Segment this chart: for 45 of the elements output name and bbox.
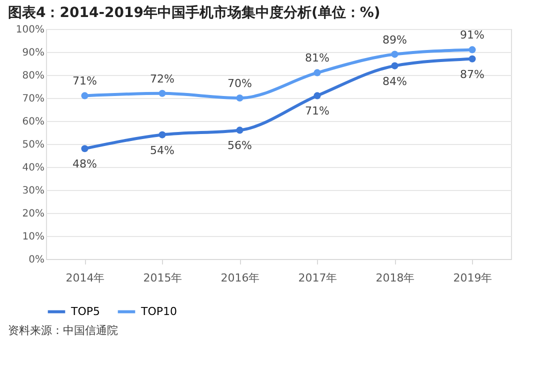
data-label: 70% xyxy=(228,77,252,90)
point xyxy=(158,90,166,97)
data-label: 81% xyxy=(305,52,330,65)
data-label: 89% xyxy=(382,33,407,46)
y-tick-label: 0% xyxy=(28,254,44,266)
y-tick-label: 50% xyxy=(22,140,44,150)
data-label: 71% xyxy=(305,104,330,118)
x-tick-label: 2017年 xyxy=(298,272,338,284)
y-tick-label: 80% xyxy=(22,70,44,82)
y-tick-label: 90% xyxy=(22,48,44,58)
y-tick-label: 100% xyxy=(16,24,44,36)
data-label: 84% xyxy=(382,74,407,88)
legend-label: TOP10 xyxy=(140,304,178,318)
legend-label: TOP5 xyxy=(70,304,100,318)
data-label: 71% xyxy=(72,74,97,88)
x-tick-label: 2016年 xyxy=(220,272,260,284)
y-tick-label: 40% xyxy=(22,162,44,174)
data-label: 54% xyxy=(150,144,174,157)
chart-title: 图表4：2014-2019年中国手机市场集中度分析(单位：%) xyxy=(8,4,380,21)
y-tick-label: 20% xyxy=(22,208,44,220)
point xyxy=(236,126,244,134)
x-tick-label: 2019年 xyxy=(453,272,492,284)
x-tick-label: 2014年 xyxy=(66,272,105,284)
text: 资料来源：中国信通院 xyxy=(8,324,118,337)
point xyxy=(236,94,244,102)
data-label: 72% xyxy=(150,72,174,86)
point xyxy=(391,50,398,58)
y-tick-label: 10% xyxy=(22,232,44,242)
point xyxy=(391,62,398,70)
data-label: 87% xyxy=(460,68,484,81)
point xyxy=(468,46,476,54)
point xyxy=(158,131,166,138)
point xyxy=(81,145,88,152)
y-tick-label: 30% xyxy=(22,186,44,196)
point xyxy=(314,92,321,100)
x-tick-label: 2015年 xyxy=(143,272,182,284)
x-tick-label: 2018年 xyxy=(376,272,415,284)
point xyxy=(81,92,88,100)
y-tick-label: 60% xyxy=(22,116,44,128)
data-label: 48% xyxy=(72,158,97,171)
point xyxy=(314,69,321,76)
data-label: 56% xyxy=(228,139,252,152)
y-tick-label: 70% xyxy=(22,94,44,104)
point xyxy=(468,55,476,62)
data-label: 91% xyxy=(460,28,484,42)
